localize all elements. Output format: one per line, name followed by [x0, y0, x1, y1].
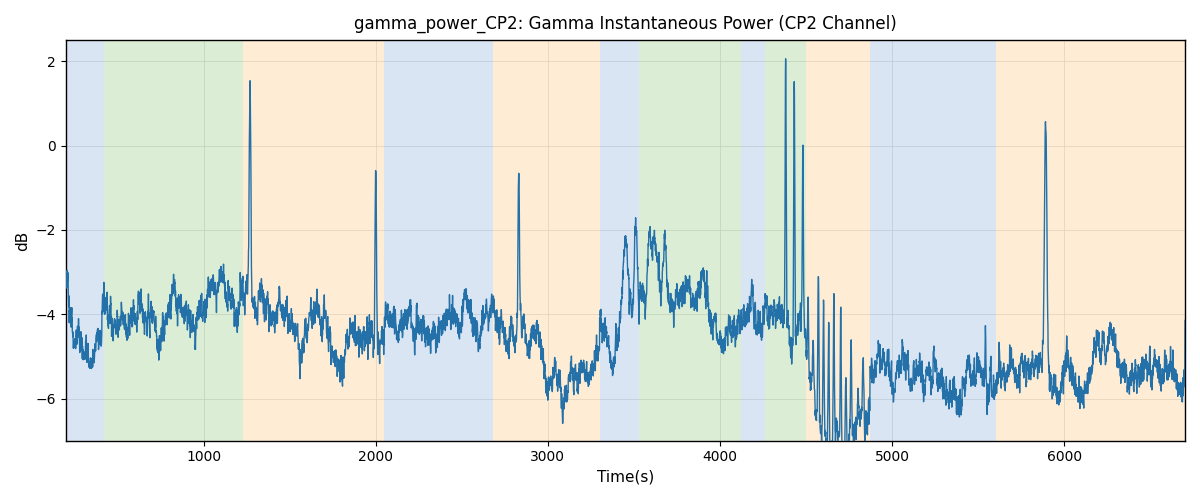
- Bar: [1036, 40, 1186, 440]
- Bar: [764, 40, 806, 440]
- Bar: [640, 40, 668, 440]
- Bar: [384, 40, 493, 440]
- Bar: [66, 40, 103, 440]
- Bar: [244, 40, 384, 440]
- Bar: [600, 40, 640, 440]
- Bar: [870, 40, 996, 440]
- Bar: [740, 40, 764, 440]
- Title: gamma_power_CP2: Gamma Instantaneous Power (CP2 Channel): gamma_power_CP2: Gamma Instantaneous Pow…: [354, 15, 896, 34]
- Bar: [668, 40, 740, 440]
- X-axis label: Time(s): Time(s): [596, 470, 654, 485]
- Bar: [806, 40, 870, 440]
- Bar: [493, 40, 600, 440]
- Bar: [996, 40, 1036, 440]
- Y-axis label: dB: dB: [16, 230, 30, 250]
- Bar: [103, 40, 244, 440]
